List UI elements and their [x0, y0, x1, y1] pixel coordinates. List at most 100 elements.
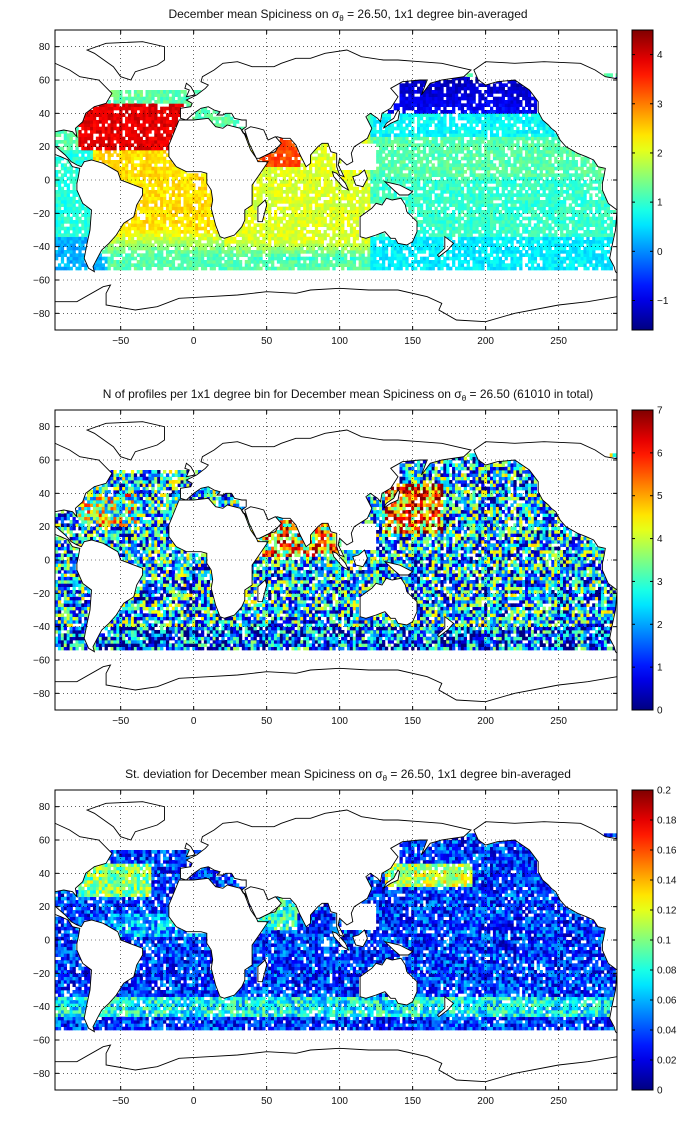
spiciness-stdev-map-panel: St. deviation for December mean Spicines…	[0, 760, 696, 1140]
coastlines	[55, 421, 617, 710]
colorbar-tick-label: −1	[657, 296, 669, 307]
spiciness-mean-map-panel: December mean Spiciness on σθ = 26.50, 1…	[0, 0, 696, 380]
coastline-australia	[359, 957, 418, 1006]
map-chart-svg: December mean Spiciness on σθ = 26.50, 1…	[33, 7, 669, 347]
y-tick-label: −20	[33, 589, 50, 600]
colorbar-tick-label: 0.2	[657, 786, 671, 797]
x-tick-label: 250	[550, 1096, 567, 1107]
chart-title: N of profiles per 1x1 degree bin for Dec…	[103, 387, 593, 403]
axis-ticks: −50 0 50 100 150 200 250 −80 −60 −40 −20 0 20 40 60 80	[33, 30, 617, 347]
coastline-antarctica	[55, 284, 617, 330]
coastline-antarctica	[55, 1044, 617, 1090]
profile-count-map-panel: N of profiles per 1x1 degree bin for Dec…	[0, 380, 696, 760]
x-tick-label: 100	[331, 1096, 348, 1107]
y-tick-label: 20	[39, 522, 51, 533]
coastline-madagascar	[257, 959, 268, 983]
coastline-newzealand	[436, 995, 455, 1018]
x-tick-label: 50	[261, 716, 273, 727]
colorbar-tick-label: 0.1	[657, 936, 671, 947]
y-tick-label: 60	[39, 76, 51, 87]
y-tick-label: −80	[33, 689, 50, 700]
coastline-arabia	[244, 506, 282, 539]
x-tick-label: 250	[550, 336, 567, 347]
y-tick-label: −40	[33, 622, 50, 633]
coastline-sumatra	[331, 170, 350, 192]
coastline-afroeurasia	[168, 809, 472, 999]
colorbar: 0 1 2 3 4 5 6 7	[631, 406, 663, 717]
y-tick-label: −60	[33, 1036, 50, 1047]
colorbar-tick-label: 3	[657, 99, 663, 110]
gridlines	[55, 30, 617, 330]
colorbar: 0 0.02 0.04 0.06 0.08 0.1 0.12 0.14 0.16 0.18 0.2	[631, 786, 677, 1097]
coastline-britain	[184, 462, 196, 478]
colorbar-tick-label: 6	[657, 448, 663, 459]
coastline-afroeurasia	[168, 429, 472, 619]
coastlines	[55, 41, 617, 330]
colorbar-gradient	[631, 789, 654, 1091]
y-tick-label: −20	[33, 969, 50, 980]
y-tick-label: 0	[44, 556, 50, 567]
y-tick-label: −80	[33, 309, 50, 320]
coastline-greenland	[85, 421, 165, 461]
x-tick-label: 150	[404, 1096, 421, 1107]
coastline-americas	[55, 822, 144, 1033]
x-tick-label: 0	[191, 716, 197, 727]
x-tick-label: 150	[404, 716, 421, 727]
colorbar-tick-label: 0.04	[657, 1026, 677, 1037]
colorbar-tick-label: 0.12	[657, 906, 677, 917]
coastline-japan	[383, 489, 400, 509]
axis-ticks: −50 0 50 100 150 200 250 −80 −60 −40 −20 0 20 40 60 80	[33, 790, 617, 1107]
coastline-americasWrap	[473, 61, 617, 274]
x-tick-label: −50	[112, 336, 129, 347]
colorbar-gradient	[631, 29, 654, 331]
y-tick-label: −20	[33, 209, 50, 220]
x-tick-label: 50	[261, 336, 273, 347]
colorbar-gradient	[631, 409, 654, 711]
coastline-australia	[359, 577, 418, 626]
colorbar-tick-label: 0.16	[657, 846, 677, 857]
gridlines	[55, 790, 617, 1090]
coastline-britain	[184, 842, 196, 858]
colorbar-tick-label: 4	[657, 534, 663, 545]
coastline-antarctica	[55, 664, 617, 710]
colorbar-tick-label: 1	[657, 663, 663, 674]
coastline-afroeurasia	[168, 49, 472, 239]
coastline-sumatra	[331, 550, 350, 572]
y-tick-label: 20	[39, 902, 51, 913]
y-tick-label: 60	[39, 456, 51, 467]
x-tick-label: 200	[477, 716, 494, 727]
y-tick-label: −60	[33, 276, 50, 287]
coastline-newzealand	[436, 615, 455, 638]
colorbar-tick-label: 0.06	[657, 996, 677, 1007]
coastline-britain	[184, 82, 196, 98]
coastline-newguinea	[383, 180, 414, 196]
coastline-newzealand	[436, 235, 455, 258]
y-tick-label: 40	[39, 109, 51, 120]
x-tick-label: 100	[331, 336, 348, 347]
x-tick-label: 200	[477, 1096, 494, 1107]
colorbar-tick-label: 4	[657, 50, 663, 61]
y-tick-label: 80	[39, 422, 51, 433]
y-tick-label: 20	[39, 142, 51, 153]
x-tick-label: 150	[404, 336, 421, 347]
coastline-americasWrap	[473, 441, 617, 654]
x-tick-label: 200	[477, 336, 494, 347]
map-chart-svg: St. deviation for December mean Spicines…	[33, 767, 677, 1107]
chart-title: December mean Spiciness on σθ = 26.50, 1…	[168, 7, 527, 23]
coastline-arabia	[244, 126, 282, 159]
x-tick-label: 0	[191, 1096, 197, 1107]
y-tick-label: 0	[44, 936, 50, 947]
colorbar: −1 0 1 2 3 4	[631, 29, 669, 331]
coastline-borneo	[352, 549, 368, 568]
coastline-americas	[55, 442, 144, 653]
colorbar-tick-label: 0.18	[657, 816, 677, 827]
y-tick-label: 40	[39, 869, 51, 880]
x-tick-label: 100	[331, 716, 348, 727]
colorbar-tick-label: 0.02	[657, 1056, 677, 1067]
y-tick-label: 80	[39, 802, 51, 813]
coastline-greenland	[85, 801, 165, 841]
coastline-australia	[359, 197, 418, 246]
y-tick-label: 60	[39, 836, 51, 847]
x-tick-label: 0	[191, 336, 197, 347]
coastline-newguinea	[383, 940, 414, 956]
